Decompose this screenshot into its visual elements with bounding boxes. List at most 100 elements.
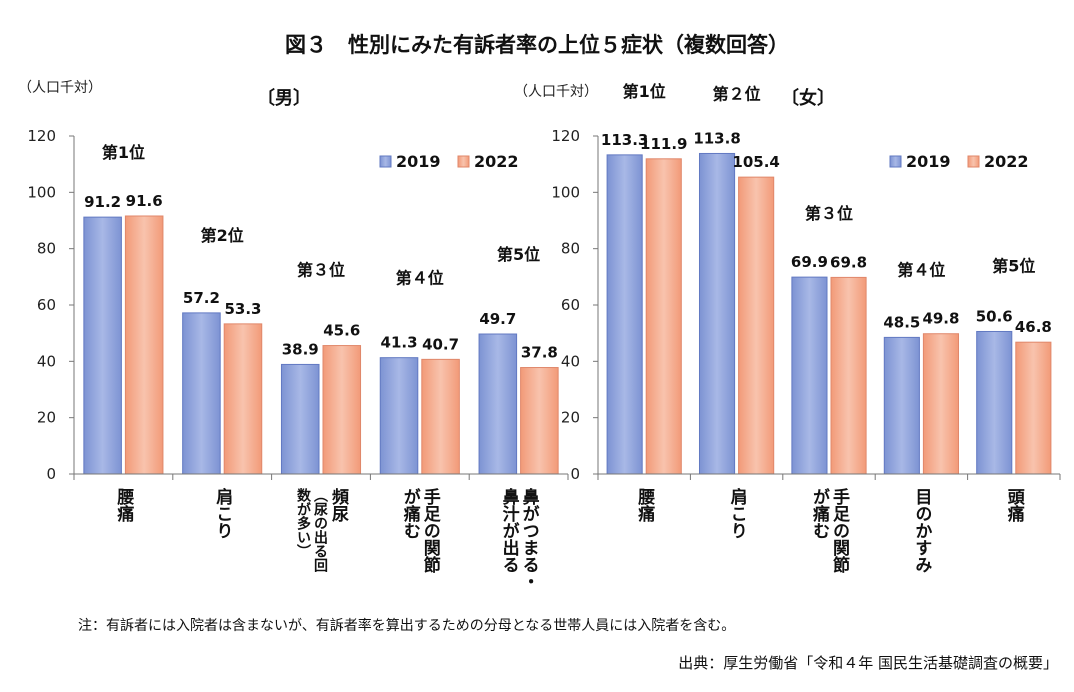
x-tick-label-line: 鼻がつまる・	[518, 488, 539, 590]
bar-2019	[379, 357, 419, 475]
bar-2019	[976, 330, 1013, 475]
x-tick-label-line: 肩こり	[726, 488, 747, 539]
bar-2022	[830, 276, 867, 475]
bar-2022	[322, 345, 362, 475]
data-label: 53.3	[224, 300, 261, 318]
x-tick-label-line: 腰痛	[113, 488, 134, 522]
y-axis-unit-label: （人口千対）	[18, 80, 102, 96]
x-tick-label-line: 肩こり	[212, 488, 233, 539]
bar-2019	[83, 216, 122, 475]
x-tick-label-line: 手足の関節	[829, 488, 849, 573]
y-tick-label: 40	[561, 352, 580, 370]
legend-swatch-2019	[889, 155, 902, 168]
bar-2022	[421, 358, 460, 475]
y-tick-label: 120	[27, 127, 56, 145]
x-tick-label-line: 頭痛	[1003, 488, 1024, 522]
data-label: 50.6	[976, 307, 1013, 325]
x-tick-label: 目のかすみ	[911, 488, 931, 573]
panel-title: 〔男〕	[257, 88, 311, 109]
legend-label: 2022	[984, 152, 1029, 171]
data-label: 111.9	[640, 135, 687, 153]
rank-label: 第1位	[102, 143, 145, 162]
x-tick-label-line: が痛む	[399, 488, 420, 539]
x-tick-label-line: 手足の関節	[419, 488, 440, 573]
data-label: 46.8	[1015, 318, 1052, 336]
data-label: 57.2	[183, 289, 220, 307]
y-tick-label: 80	[561, 240, 580, 258]
y-tick-label: 20	[37, 409, 56, 427]
y-tick-label: 60	[37, 296, 56, 314]
data-label: 38.9	[282, 340, 319, 358]
data-label: 69.9	[791, 253, 828, 271]
bar-2022	[922, 333, 960, 475]
x-tick-label-line: 腰痛	[634, 488, 655, 522]
data-label: 37.8	[521, 344, 558, 362]
legend-label: 2019	[906, 152, 951, 171]
y-tick-label: 40	[37, 352, 56, 370]
bar-2019	[606, 154, 643, 475]
bar-2022	[1015, 341, 1052, 475]
rank-label: 第３位	[805, 204, 853, 223]
data-label: 113.3	[601, 131, 648, 149]
rank-label: 第４位	[897, 261, 945, 280]
x-tick-label: 肩こり	[212, 488, 232, 539]
y-tick-label: 0	[570, 465, 580, 483]
x-tick-label: 鼻がつまる・ 鼻汁が出る	[499, 488, 539, 590]
legend-swatch-2019	[379, 155, 392, 168]
legend-swatch-2022	[967, 155, 980, 168]
bar-2022	[645, 158, 682, 475]
data-label: 105.4	[732, 153, 779, 171]
data-label: 48.5	[883, 313, 920, 331]
y-tick-label: 20	[561, 409, 580, 427]
figure-title: 図３ 性別にみた有訴者率の上位５症状（複数回答）	[285, 33, 789, 57]
bar-2019	[478, 333, 518, 475]
note-text: 注：有訴者には入院者は含まないが、有訴者率を算出するための分母となる世帯人員には…	[78, 617, 735, 634]
x-tick-label: 腰痛	[113, 488, 133, 522]
rank-label: 第４位	[396, 269, 444, 288]
data-label: 45.6	[323, 322, 360, 340]
x-tick-label: 腰痛	[634, 488, 654, 522]
legend-swatch-2022	[457, 155, 470, 168]
x-tick-label: 頭痛	[1004, 488, 1024, 522]
y-tick-label: 0	[46, 465, 56, 483]
legend-label: 2022	[474, 152, 519, 171]
rank-label: 第5位	[497, 245, 540, 264]
rank-label: 第２位	[713, 84, 761, 103]
y-tick-label: 60	[561, 296, 580, 314]
x-tick-label-line: 数が多い）	[295, 488, 311, 558]
bar-2019	[698, 152, 736, 475]
x-tick-label: 肩こり	[727, 488, 747, 539]
bar-2022	[223, 323, 263, 475]
x-tick-label-line: （尿の出る回	[312, 488, 328, 572]
bar-2019	[791, 276, 828, 475]
x-tick-label-line: が痛む	[809, 488, 829, 539]
y-axis-unit-label: （人口千対）	[514, 84, 598, 100]
legend-label: 2019	[396, 152, 441, 171]
rank-label: 第３位	[297, 261, 345, 280]
x-tick-label-line: 目のかすみ	[911, 488, 932, 573]
x-tick-label: 頻尿 （尿の出る回 数が多い）	[294, 488, 348, 572]
y-tick-label: 100	[27, 183, 56, 201]
data-label: 41.3	[381, 334, 418, 352]
bar-2022	[738, 176, 775, 475]
bar-2019	[280, 363, 320, 475]
data-label: 69.8	[830, 253, 867, 271]
x-tick-label-line: 頻尿	[328, 488, 348, 522]
y-tick-label: 100	[551, 183, 580, 201]
x-tick-label: 手足の関節 が痛む	[809, 488, 849, 573]
data-label: 113.8	[693, 129, 740, 147]
data-label: 49.7	[479, 310, 516, 328]
data-label: 49.8	[922, 310, 959, 328]
x-tick-label-line: 鼻汁が出る	[498, 488, 519, 573]
data-label: 40.7	[422, 335, 459, 353]
data-label: 91.2	[84, 193, 121, 211]
y-tick-label: 120	[551, 127, 580, 145]
bar-2019	[883, 336, 920, 475]
rank-label: 第1位	[623, 82, 666, 101]
rank-label: 第5位	[992, 256, 1035, 275]
rank-label: 第2位	[201, 226, 244, 245]
bar-2022	[124, 215, 164, 475]
bar-2022	[520, 367, 559, 475]
x-tick-label: 手足の関節 が痛む	[400, 488, 440, 573]
